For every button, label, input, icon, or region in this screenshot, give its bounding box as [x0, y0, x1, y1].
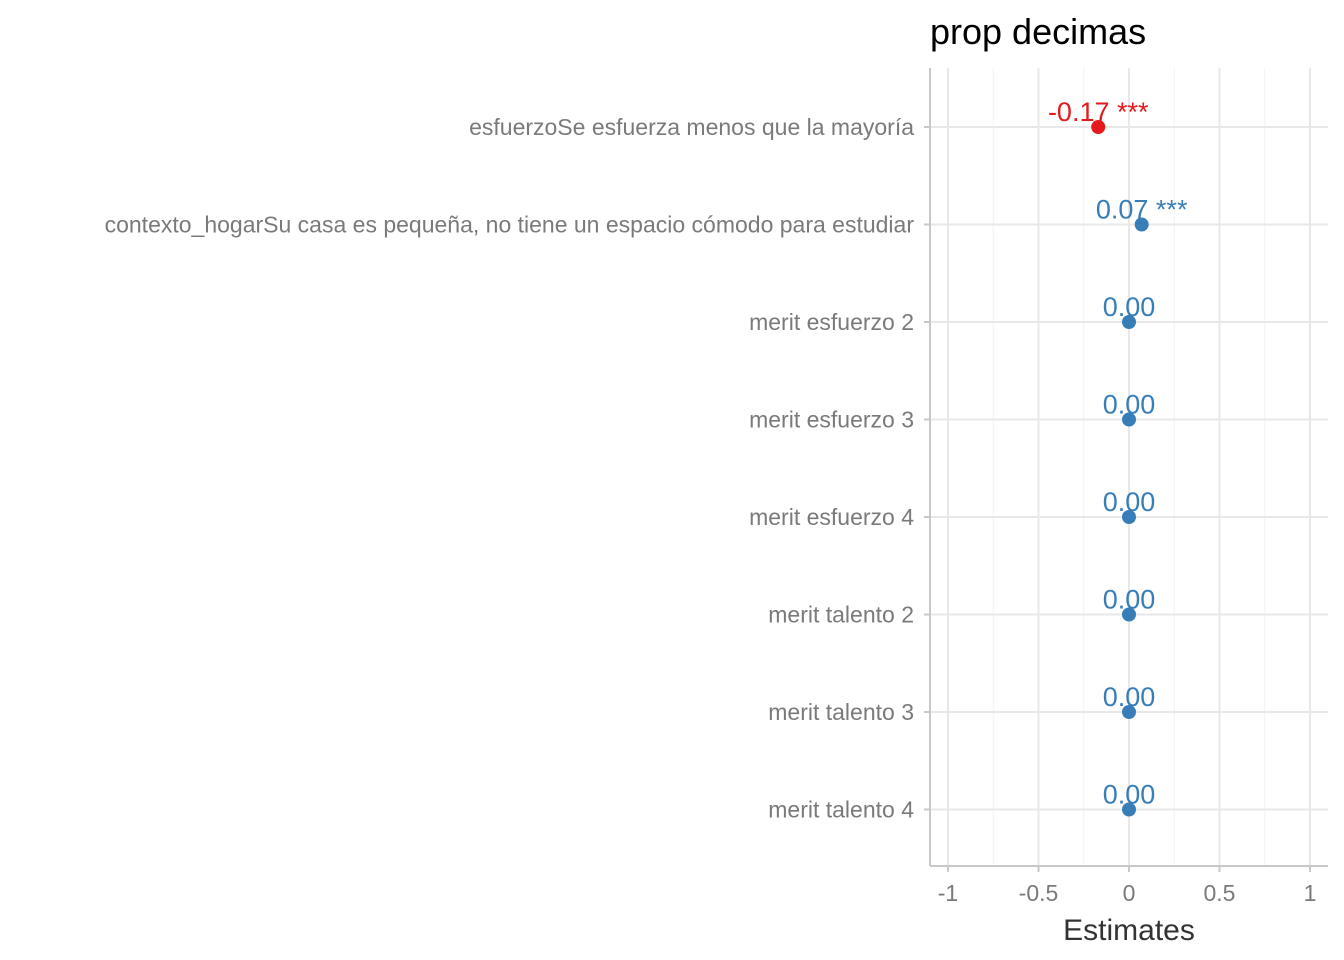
estimate-label: 0.00: [1103, 682, 1156, 712]
estimate-label: 0.00: [1103, 585, 1156, 615]
x-tick-label: 1: [1304, 880, 1317, 906]
category-label: merit talento 3: [768, 699, 914, 725]
category-label: contexto_hogarSu casa es pequeña, no tie…: [105, 212, 915, 238]
x-tick-label: 0.5: [1204, 880, 1236, 906]
estimate-point: [1122, 607, 1136, 622]
x-tick-label: -1: [938, 880, 958, 906]
category-label: esfuerzoSe esfuerza menos que la mayoría: [469, 114, 914, 140]
estimate-point: [1122, 705, 1136, 719]
category-label: merit esfuerzo 2: [749, 309, 914, 335]
estimate-labels: -0.17 *** 0.07 *** 0.00 0.00 0.00 0.00 0.00 0.0…: [1048, 97, 1188, 810]
estimate-point: [1122, 802, 1136, 817]
estimate-point: [1091, 120, 1106, 134]
estimate-point: [1122, 315, 1136, 329]
estimate-point: [1122, 510, 1136, 524]
x-tick-label: -0.5: [1019, 880, 1059, 906]
category-labels: esfuerzoSe esfuerza menos que la mayoría…: [105, 114, 930, 823]
category-label: merit talento 2: [768, 602, 914, 628]
x-axis-ticks: -1 -0.5 0 0.5 1: [938, 866, 1317, 906]
estimate-label: -0.17 ***: [1048, 97, 1149, 127]
estimate-label: 0.00: [1103, 487, 1156, 517]
estimate-point: [1122, 412, 1136, 427]
estimate-label: 0.07 ***: [1096, 195, 1188, 225]
estimate-label: 0.00: [1103, 390, 1156, 420]
category-label: merit esfuerzo 3: [749, 407, 914, 433]
category-label: merit talento 4: [768, 797, 914, 823]
estimate-point: [1134, 217, 1149, 232]
estimate-points: [1091, 120, 1149, 817]
estimate-label: 0.00: [1103, 292, 1156, 322]
major-gridlines: [930, 68, 1328, 866]
category-label: merit esfuerzo 4: [749, 504, 914, 530]
x-tick-label: 0: [1123, 880, 1136, 906]
estimate-label: 0.00: [1103, 780, 1156, 810]
minor-gridlines: [992, 68, 1266, 866]
chart-title: prop decimas: [930, 11, 1146, 52]
x-axis-title: Estimates: [1063, 914, 1195, 947]
